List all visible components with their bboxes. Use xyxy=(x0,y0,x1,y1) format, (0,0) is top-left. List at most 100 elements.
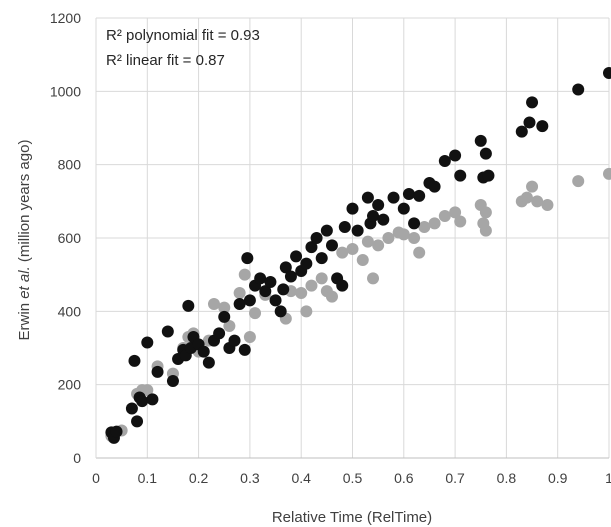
polynomial-fit-annotation: R² polynomial fit = 0.93 xyxy=(106,27,260,44)
data-point-dark xyxy=(351,224,364,237)
data-point-dark xyxy=(438,155,451,167)
data-point-light xyxy=(295,287,308,299)
data-point-dark xyxy=(213,327,226,340)
y-tick-label: 400 xyxy=(58,303,82,319)
data-point-light xyxy=(346,243,359,255)
x-tick-label: 0.2 xyxy=(189,470,209,486)
linear-fit-annotation: R² linear fit = 0.87 xyxy=(106,52,225,69)
data-point-light xyxy=(249,307,262,320)
data-point-dark xyxy=(182,299,195,312)
data-point-dark xyxy=(128,354,141,367)
data-point-light xyxy=(238,268,251,281)
data-point-light xyxy=(223,320,236,332)
data-point-dark xyxy=(161,325,174,338)
y-tick-label: 1200 xyxy=(50,10,81,26)
data-point-dark xyxy=(377,213,390,226)
data-point-light xyxy=(397,228,410,241)
y-tick-label: 200 xyxy=(58,377,82,393)
data-point-light xyxy=(325,290,338,303)
y-tick-labels: 0 200 400 600 800 1000 1200 xyxy=(50,10,81,466)
data-point-dark xyxy=(146,393,159,406)
data-point-dark xyxy=(131,415,144,428)
data-point-dark xyxy=(233,298,246,310)
data-point-light xyxy=(356,254,369,266)
data-point-dark xyxy=(603,67,611,79)
x-tick-label: 0 xyxy=(92,470,100,486)
data-point-dark xyxy=(536,120,549,133)
data-point-dark xyxy=(346,202,359,215)
data-point-dark xyxy=(387,191,400,204)
y-axis-title-part-2: et al. xyxy=(16,266,33,299)
data-point-dark xyxy=(197,345,210,358)
data-point-dark xyxy=(361,191,374,204)
data-point-light xyxy=(531,195,544,208)
data-point-light xyxy=(141,384,154,397)
data-point-dark xyxy=(526,96,539,109)
data-point-light xyxy=(520,191,533,204)
data-point-dark xyxy=(479,147,492,160)
axes xyxy=(95,18,609,459)
data-point-light xyxy=(300,305,313,318)
data-point-dark xyxy=(238,343,251,356)
data-point-light xyxy=(572,175,585,188)
data-point-dark xyxy=(141,336,154,349)
x-axis-title: Relative Time (RelTime) xyxy=(272,509,432,526)
series-dark-points xyxy=(105,67,611,444)
x-tick-label: 0.6 xyxy=(394,470,414,486)
data-point-light xyxy=(243,331,256,343)
data-point-dark xyxy=(269,294,282,307)
x-tick-label: 0.3 xyxy=(240,470,260,486)
y-axis-title: Erwin et al. (million years ago) xyxy=(16,140,33,341)
data-point-dark xyxy=(202,356,215,369)
data-point-dark xyxy=(428,180,441,193)
data-point-dark xyxy=(310,232,323,244)
x-tick-label: 0.9 xyxy=(548,470,568,486)
data-point-dark xyxy=(482,169,495,182)
data-point-dark xyxy=(515,125,528,138)
data-point-dark xyxy=(305,241,318,254)
data-point-light xyxy=(361,235,374,248)
data-point-dark xyxy=(336,279,349,292)
data-point-light xyxy=(438,210,451,222)
y-tick-label: 1000 xyxy=(50,83,81,99)
data-point-light xyxy=(541,199,554,211)
data-point-dark xyxy=(259,285,272,298)
data-point-dark xyxy=(572,83,585,96)
y-axis-title-part-1: Erwin xyxy=(16,299,33,341)
data-point-dark xyxy=(408,217,421,230)
data-point-dark xyxy=(338,221,351,233)
data-point-light xyxy=(207,298,220,310)
data-point-dark xyxy=(372,199,385,211)
y-tick-label: 800 xyxy=(58,157,82,173)
data-point-light xyxy=(367,272,380,285)
data-point-light xyxy=(479,206,492,219)
data-point-light xyxy=(336,246,349,259)
y-tick-label: 0 xyxy=(73,450,81,466)
data-point-dark xyxy=(151,365,164,378)
data-point-light xyxy=(526,180,539,193)
data-point-dark xyxy=(413,189,426,202)
data-point-dark xyxy=(279,261,292,274)
data-point-dark xyxy=(325,239,338,252)
data-point-light xyxy=(479,224,492,237)
data-point-light xyxy=(428,217,441,230)
data-point-dark xyxy=(218,310,231,323)
data-point-light xyxy=(603,167,611,180)
data-point-light xyxy=(418,221,431,233)
x-tick-label: 0.5 xyxy=(343,470,363,486)
x-tick-label: 0.7 xyxy=(445,470,465,486)
data-point-light xyxy=(218,301,231,314)
data-point-dark xyxy=(264,276,277,288)
data-point-dark xyxy=(166,375,179,387)
data-point-dark xyxy=(320,224,333,237)
data-point-dark xyxy=(274,305,287,318)
data-point-dark xyxy=(110,425,123,438)
x-tick-label: 0.1 xyxy=(138,470,158,486)
data-point-dark xyxy=(315,252,328,265)
data-point-dark xyxy=(125,402,138,415)
data-point-dark xyxy=(367,210,380,222)
data-point-dark xyxy=(243,294,256,307)
data-point-dark xyxy=(290,250,303,263)
data-point-dark xyxy=(228,334,241,347)
